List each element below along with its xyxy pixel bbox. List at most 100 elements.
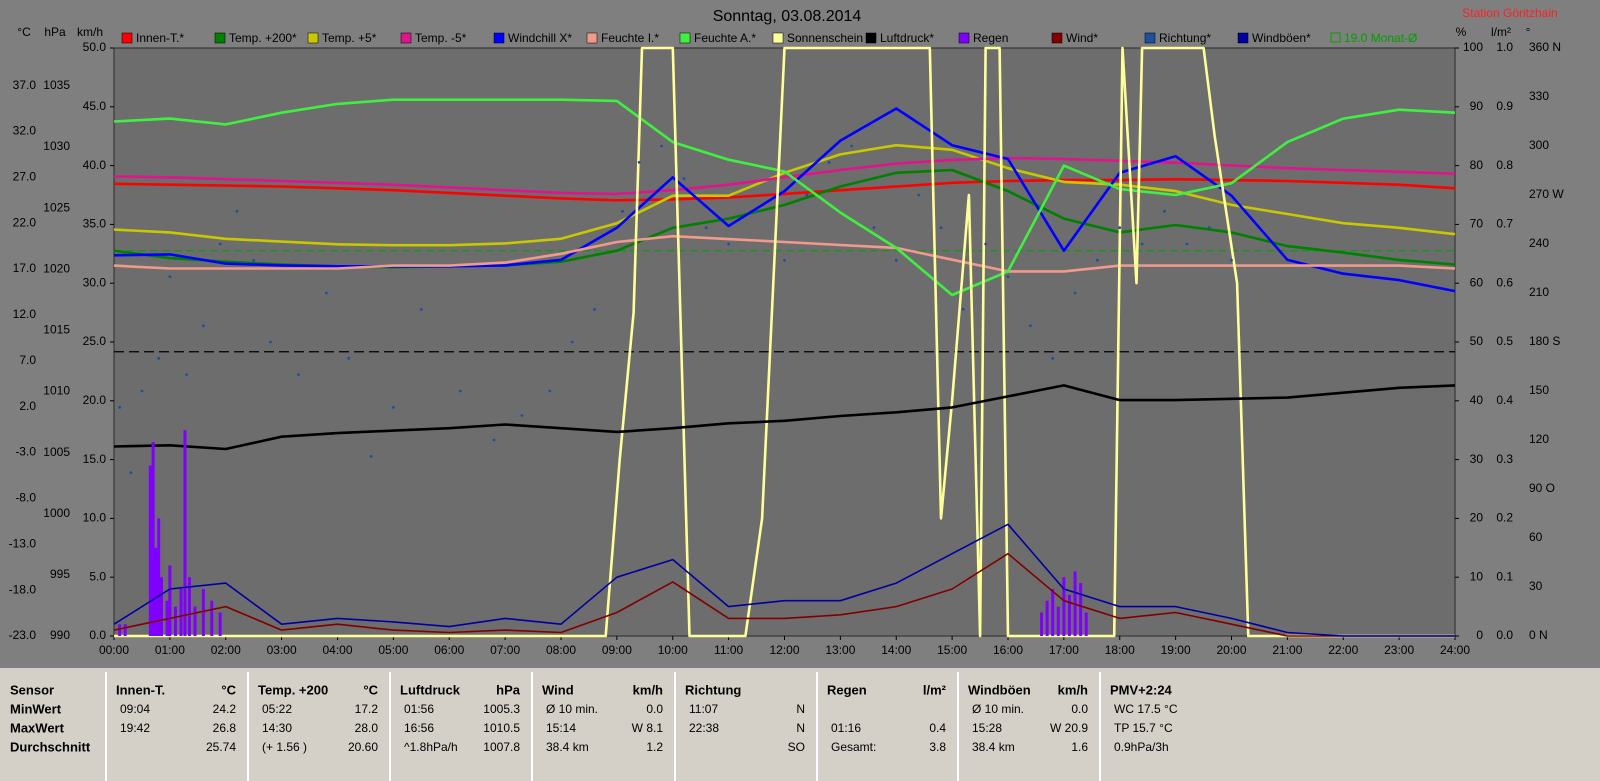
table-cell: N — [796, 721, 805, 735]
x-tick-label: 13:00 — [825, 643, 855, 657]
y-tick-label: 0.0 — [89, 628, 106, 642]
table-cell: 14:30 — [262, 721, 292, 735]
y-tick-label: 150 — [1529, 383, 1549, 397]
direction-dot — [157, 356, 161, 360]
direction-dot — [984, 242, 988, 246]
y-tick-label: 50.0 — [83, 40, 107, 54]
direction-dot — [1230, 258, 1233, 262]
x-tick-label: 00:00 — [99, 643, 129, 657]
rain-bar — [154, 547, 158, 636]
direction-dot — [391, 405, 395, 409]
y-tick-label: 40 — [1470, 393, 1484, 407]
direction-dot — [1118, 226, 1122, 230]
table-cell: Innen-T. — [116, 682, 165, 697]
table-cell: 15:28 — [972, 721, 1002, 735]
rain-bar — [159, 577, 163, 636]
x-tick-label: 01:00 — [155, 643, 185, 657]
axis-title: km/h — [77, 25, 103, 39]
y-tick-label: 60 — [1529, 530, 1543, 544]
table-cell: km/h — [633, 682, 663, 697]
table-cell: km/h — [1058, 682, 1088, 697]
direction-dot — [218, 242, 222, 246]
direction-dot — [755, 209, 758, 213]
legend-label: Richtung* — [1159, 31, 1211, 45]
direction-dot — [1140, 242, 1144, 246]
table-cell: 09:04 — [120, 702, 150, 716]
legend-label: Feuchte I.* — [601, 31, 659, 45]
series-line — [113, 384, 1456, 451]
legend-swatch — [1144, 32, 1156, 44]
direction-dot — [1185, 242, 1189, 246]
direction-dot — [492, 438, 496, 442]
direction-dot — [1028, 324, 1032, 328]
table-cell: Luftdruck — [400, 682, 461, 697]
y-tick-label: 7.0 — [19, 353, 36, 367]
direction-dot — [783, 258, 786, 262]
y-tick-label: 0.0 — [1496, 628, 1513, 642]
rain-bar — [193, 606, 197, 636]
direction-dot — [168, 275, 172, 279]
y-tick-label: 70 — [1470, 217, 1484, 231]
rain-bar — [123, 624, 127, 636]
station-name: Station Göritzhain — [1462, 6, 1557, 20]
table-cell: 05:22 — [262, 702, 292, 716]
y-tick-label: 20 — [1470, 511, 1484, 525]
legend-swatch — [493, 32, 505, 44]
y-tick-label: 330 — [1529, 89, 1549, 103]
direction-dot — [593, 307, 596, 311]
rain-bar — [1067, 594, 1071, 636]
rain-bar — [210, 600, 214, 636]
x-tick-label: 02:00 — [211, 643, 241, 657]
table-cell: °C — [221, 682, 236, 697]
y-tick-label: 210 — [1529, 285, 1549, 299]
legend-label: Luftdruck* — [880, 31, 934, 45]
y-tick-label: 0.5 — [1496, 334, 1513, 348]
y-tick-label: 360 N — [1529, 40, 1561, 54]
y-tick-label: 5.0 — [89, 569, 106, 583]
table-cell: hPa — [496, 682, 521, 697]
direction-dot — [202, 324, 205, 328]
table-cell: 16:56 — [404, 721, 434, 735]
direction-dot — [894, 258, 898, 262]
series-line — [113, 552, 1455, 637]
table-cell: MaxWert — [10, 720, 65, 735]
table-cell: 1.2 — [646, 740, 663, 754]
direction-dot — [324, 291, 328, 295]
table-cell: 38.4 km — [546, 740, 589, 754]
legend-swatch — [307, 32, 319, 44]
direction-dot — [185, 373, 189, 377]
x-tick-label: 04:00 — [322, 643, 352, 657]
axis-title: ° — [1526, 25, 1531, 39]
series-line — [113, 177, 1456, 202]
legend-swatch — [121, 32, 133, 44]
y-tick-label: 10 — [1470, 569, 1484, 583]
table-cell: 01:16 — [831, 721, 861, 735]
y-tick-label: 10.0 — [83, 511, 107, 525]
y-tick-label: -13.0 — [9, 536, 37, 550]
table-cell: (+ 1.56 ) — [262, 740, 307, 754]
rain-bar — [1051, 588, 1055, 636]
legend-swatch — [958, 32, 970, 44]
table-cell: 20.60 — [348, 740, 378, 754]
x-tick-label: 20:00 — [1216, 643, 1246, 657]
x-tick-label: 05:00 — [378, 643, 408, 657]
y-tick-label: 90 O — [1529, 481, 1555, 495]
rain-bar — [1045, 600, 1049, 636]
legend-label: Wind* — [1066, 31, 1098, 45]
y-tick-label: 30 — [1470, 452, 1484, 466]
direction-dot — [1073, 291, 1077, 295]
table-cell: Wind — [542, 682, 574, 697]
y-tick-label: 50 — [1470, 334, 1484, 348]
y-tick-label: 995 — [50, 567, 70, 581]
x-tick-label: 19:00 — [1161, 643, 1191, 657]
x-tick-label: 22:00 — [1328, 643, 1358, 657]
x-tick-label: 03:00 — [267, 643, 297, 657]
legend-swatch — [1330, 32, 1341, 43]
y-tick-label: 1005 — [43, 445, 70, 459]
y-tick-label: 22.0 — [13, 215, 37, 229]
legend-label: Temp. -5* — [415, 31, 467, 45]
rain-bar — [118, 624, 122, 636]
table-cell: °C — [363, 682, 378, 697]
direction-dot — [727, 242, 731, 246]
